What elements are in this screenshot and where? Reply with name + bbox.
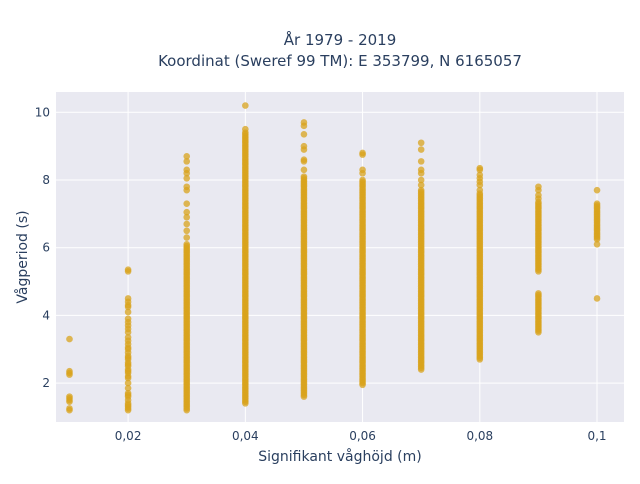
data-point <box>476 186 484 194</box>
data-point <box>183 241 191 248</box>
data-point <box>300 166 308 174</box>
data-point <box>476 164 484 172</box>
y-axis-title: Vågperiod (s) <box>14 210 31 303</box>
data-point <box>183 175 191 182</box>
data-point <box>535 290 542 297</box>
data-point <box>66 393 73 400</box>
data-point <box>535 191 542 199</box>
data-point <box>359 149 366 157</box>
data-point <box>124 379 132 387</box>
data-point <box>124 384 132 392</box>
data-point <box>66 405 73 412</box>
x-tick-label: 0,1 <box>587 429 606 443</box>
data-point <box>359 176 366 184</box>
data-point <box>183 158 191 165</box>
data-point <box>417 158 425 165</box>
chart-title-line-2: Koordinat (Sweref 99 TM): E 353799, N 61… <box>158 52 522 70</box>
data-point <box>417 176 425 184</box>
scatter-points <box>66 102 601 414</box>
plot-area <box>56 92 624 422</box>
y-tick-label: 2 <box>42 376 50 390</box>
x-axis-title: Signifikant våghöjd (m) <box>258 448 421 465</box>
data-point <box>183 153 191 160</box>
data-point <box>183 234 191 241</box>
data-point <box>535 183 542 191</box>
data-point <box>66 335 73 343</box>
x-tick-label: 0,06 <box>349 429 376 443</box>
data-point <box>417 139 425 147</box>
data-point <box>124 308 132 316</box>
y-axis-ticks: 2 4 6 8 10 <box>35 105 50 390</box>
x-axis-ticks: 0,02 0,04 0,06 0,08 0,1 <box>115 429 607 443</box>
x-tick-label: 0,08 <box>466 429 493 443</box>
data-point <box>124 315 132 323</box>
data-point <box>124 266 132 273</box>
data-point <box>183 166 191 174</box>
data-point <box>593 241 601 248</box>
y-tick-label: 10 <box>35 105 50 119</box>
data-point <box>124 334 132 341</box>
data-point <box>300 119 308 126</box>
data-point <box>183 213 191 221</box>
y-tick-label: 8 <box>42 173 50 187</box>
data-point <box>300 142 308 150</box>
x-tick-label: 0,04 <box>232 429 259 443</box>
data-point <box>183 183 191 191</box>
data-point <box>183 220 191 228</box>
data-point <box>300 156 308 163</box>
data-point <box>300 173 308 180</box>
data-point <box>593 200 601 207</box>
y-tick-label: 6 <box>42 241 50 255</box>
data-point <box>183 200 191 207</box>
y-tick-label: 4 <box>42 308 50 322</box>
data-point <box>417 166 425 174</box>
data-point <box>183 208 191 216</box>
data-point <box>66 367 73 375</box>
data-point <box>417 186 425 194</box>
data-point <box>593 186 601 194</box>
data-point <box>476 171 484 179</box>
data-point <box>242 125 249 133</box>
data-point <box>242 102 249 109</box>
data-point <box>300 131 308 138</box>
data-point <box>124 389 132 397</box>
data-point <box>417 181 425 189</box>
data-point <box>124 295 132 302</box>
data-point <box>359 166 366 174</box>
chart-title-line-1: År 1979 - 2019 <box>284 30 397 49</box>
x-tick-label: 0,02 <box>115 429 142 443</box>
data-point <box>183 227 191 235</box>
data-point <box>593 295 601 302</box>
data-point <box>417 146 425 153</box>
